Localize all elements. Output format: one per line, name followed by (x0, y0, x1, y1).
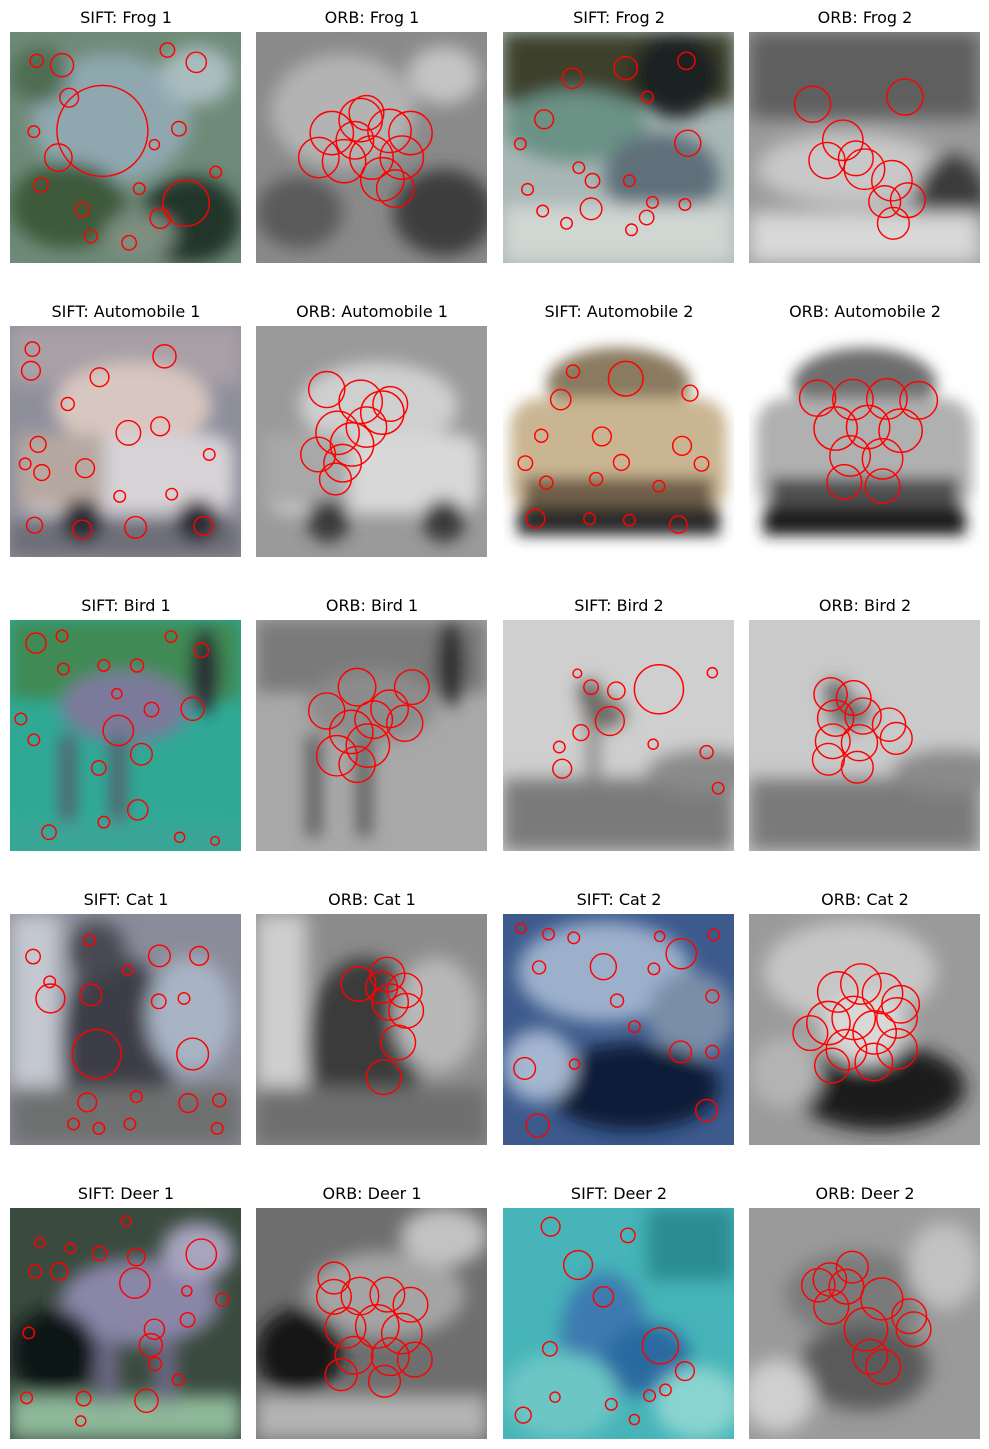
automobile-grayscale-image-with-keypoints (749, 326, 980, 557)
cat-image-with-keypoints (10, 914, 241, 1145)
bird-image-with-keypoints (503, 620, 734, 851)
panel-title: ORB: Automobile 2 (789, 302, 941, 321)
deer-grayscale-image-with-keypoints (256, 1208, 487, 1439)
panel-title: SIFT: Deer 1 (77, 1184, 175, 1203)
panel-title: ORB: Bird 1 (325, 596, 419, 615)
panel-title: SIFT: Deer 2 (570, 1184, 668, 1203)
panel-title: ORB: Cat 1 (328, 890, 416, 909)
panel-title: ORB: Automobile 1 (296, 302, 448, 321)
panel-title: SIFT: Frog 2 (573, 8, 665, 27)
bird-image-with-keypoints (10, 620, 241, 851)
panel-title: SIFT: Frog 1 (80, 8, 172, 27)
panel-title: SIFT: Automobile 1 (51, 302, 201, 321)
panel-title: SIFT: Cat 2 (576, 890, 662, 909)
cat-grayscale-image-with-keypoints (256, 914, 487, 1145)
frog-grayscale-image-with-keypoints (749, 32, 980, 263)
deer-grayscale-image-with-keypoints (749, 1208, 980, 1439)
frog-grayscale-image-with-keypoints (256, 32, 487, 263)
panel-title: ORB: Frog 2 (817, 8, 913, 27)
panel-title: ORB: Deer 2 (815, 1184, 915, 1203)
frog-image-with-keypoints (10, 32, 241, 263)
panel-title: SIFT: Cat 1 (83, 890, 169, 909)
cat-image-with-keypoints (503, 914, 734, 1145)
automobile-image-with-keypoints (503, 326, 734, 557)
panel-title: SIFT: Automobile 2 (544, 302, 694, 321)
panel-title: ORB: Cat 2 (821, 890, 909, 909)
keypoint-circles (27, 42, 223, 251)
panel-title: ORB: Deer 1 (322, 1184, 422, 1203)
automobile-image-with-keypoints (10, 326, 241, 557)
deer-image-with-keypoints (503, 1208, 734, 1439)
panel-title: SIFT: Bird 1 (81, 596, 171, 615)
panel-title: ORB: Bird 2 (818, 596, 912, 615)
bird-grayscale-image-with-keypoints (256, 620, 487, 851)
bird-grayscale-image-with-keypoints (749, 620, 980, 851)
frog-image-with-keypoints (503, 32, 734, 263)
automobile-grayscale-image-with-keypoints (256, 326, 487, 557)
panel-title: SIFT: Bird 2 (574, 596, 664, 615)
deer-image-with-keypoints (10, 1208, 241, 1439)
cat-grayscale-image-with-keypoints (749, 914, 980, 1145)
panel-title: ORB: Frog 1 (324, 8, 420, 27)
